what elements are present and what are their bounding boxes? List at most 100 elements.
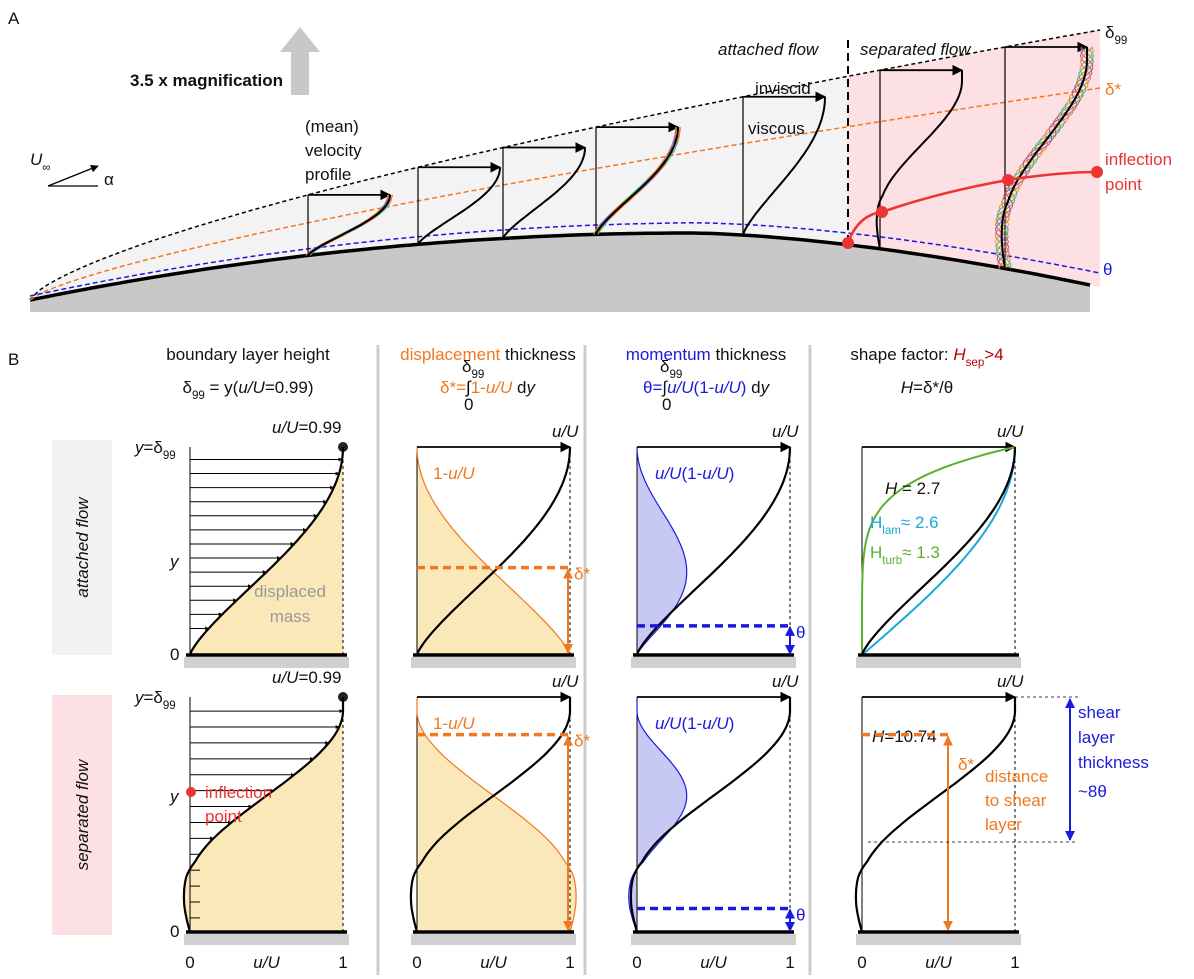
sample-profile	[597, 127, 678, 235]
axis-top-label-part: u/U	[552, 422, 579, 441]
formula-part: 1-	[471, 378, 486, 397]
velocity-profile	[415, 446, 572, 656]
formula-part: = y(	[205, 378, 239, 397]
plot-floor	[184, 934, 349, 945]
x-axis-label: u/U	[700, 953, 727, 972]
formula-part: d	[746, 378, 760, 397]
distance-label-part: to shear	[985, 791, 1047, 810]
h-attached: H = 2.7	[885, 479, 940, 498]
y-label-part: y	[169, 787, 180, 806]
integral-upper: δ99	[660, 357, 682, 381]
h-laminar-part: lam	[882, 525, 901, 537]
x-axis-one: 1	[565, 953, 574, 972]
integral-lower-part: 0	[662, 395, 671, 414]
axis-top-label-part: u/U	[552, 672, 579, 691]
u-ref-label-part: u/U	[272, 668, 299, 687]
integral-upper: δ99	[462, 357, 484, 381]
theta-label: θ	[796, 623, 805, 642]
profile-label: velocity	[305, 141, 362, 160]
shear-label: thickness	[1078, 753, 1149, 772]
axis-top-label: u/U	[552, 422, 579, 441]
formula-part: u/U	[238, 378, 265, 397]
profile-label-part: profile	[305, 165, 351, 184]
delta99-line	[29, 29, 1101, 301]
x-axis-label: u/U	[253, 953, 280, 972]
h-attached-part: = 2.7	[897, 479, 940, 498]
axis-top-label: u/U	[772, 422, 799, 441]
plot-floor	[856, 934, 1021, 945]
u-ref-label-part: =0.99	[298, 418, 341, 437]
momentum-deficit-label: u/U(1-u/U)	[655, 714, 734, 733]
freestream-arrow	[47, 164, 99, 187]
formula: δ99 = y(u/U=0.99)	[182, 378, 313, 402]
momentum-deficit-label-part: u/U	[655, 714, 682, 733]
distance-label-part: distance	[985, 767, 1048, 786]
axis-top-label: u/U	[772, 672, 799, 691]
x-axis-one-part: 1	[1010, 953, 1019, 972]
attached-label: attached flow	[718, 40, 820, 59]
deficit-curve	[416, 446, 571, 656]
integral-lower-part: 0	[464, 395, 473, 414]
row-label-part: separated flow	[73, 758, 92, 870]
magnification-arrow	[280, 27, 320, 95]
delta-star-label: δ*	[574, 565, 590, 584]
integral-lower: 0	[464, 395, 473, 414]
y-top-label-part: 99	[163, 700, 176, 712]
magnification-label-part: 3.5 x magnification	[130, 71, 283, 90]
x-axis-label-part: u/U	[925, 953, 952, 972]
row-label-box	[52, 440, 112, 655]
sample-profile	[995, 46, 1095, 269]
inflection-curve	[846, 170, 1098, 244]
formula-part: δ*=	[440, 378, 466, 397]
integral-upper-part: 99	[471, 369, 484, 381]
distance-label: distance	[985, 767, 1048, 786]
plot-floor	[631, 934, 796, 945]
velocity-profile	[188, 446, 345, 656]
angle-label: α	[104, 170, 114, 189]
axis-top-label-part: u/U	[772, 672, 799, 691]
plot-floor	[411, 934, 576, 945]
profile-label: (mean)	[305, 117, 359, 136]
velocity-profile	[417, 167, 501, 245]
delta99-label-part: 99	[1114, 35, 1127, 47]
formula-part: =δ*/θ	[913, 378, 953, 397]
axis-top-label-part: u/U	[997, 422, 1024, 441]
freestream-label-part: ∞	[42, 162, 50, 174]
h-laminar: Hlam≈ 2.6	[870, 513, 939, 537]
deficit-curve	[416, 697, 577, 933]
formula: θ=∫u/U(1-u/U) dy	[643, 378, 771, 397]
shear-label-part: layer	[1078, 728, 1115, 747]
u-ref-label-part: =0.99	[298, 668, 341, 687]
theta-line	[29, 222, 1101, 297]
shear-label-part: shear	[1078, 703, 1121, 722]
integral-upper-part: δ	[660, 357, 669, 376]
velocity-profile	[595, 127, 679, 235]
x-axis-one-part: 1	[785, 953, 794, 972]
panel-label-part: A	[8, 9, 20, 28]
velocity-profile	[742, 96, 826, 236]
delta99-label: δ99	[1105, 23, 1127, 47]
airfoil-body	[30, 233, 1090, 312]
y-label: y	[169, 552, 180, 571]
shear-label: ~8θ	[1078, 782, 1107, 801]
axis-top-label: u/U	[997, 422, 1024, 441]
velocity-profile	[875, 70, 963, 249]
formula-part: ∫	[465, 378, 472, 397]
column-title-part: displacement	[400, 345, 500, 364]
row-label-box	[52, 695, 112, 935]
viscous-label: viscous	[748, 119, 805, 138]
x-axis-zero-part: 0	[412, 953, 421, 972]
zero-label: 0	[170, 922, 179, 941]
velocity-profile	[182, 697, 345, 933]
h-laminar-part: H	[870, 513, 882, 532]
shear-label-part: thickness	[1078, 753, 1149, 772]
column-title-part: thickness	[711, 345, 787, 364]
column-title-part: thickness	[500, 345, 576, 364]
delta-star-label: δ*	[574, 732, 590, 751]
sample-profile	[994, 46, 1093, 269]
velocity-profile	[1000, 47, 1088, 269]
velocity-profile	[502, 147, 586, 239]
deficit-label-part: 1-	[433, 464, 448, 483]
separated-region	[848, 30, 1100, 288]
x-axis-zero: 0	[857, 953, 866, 972]
